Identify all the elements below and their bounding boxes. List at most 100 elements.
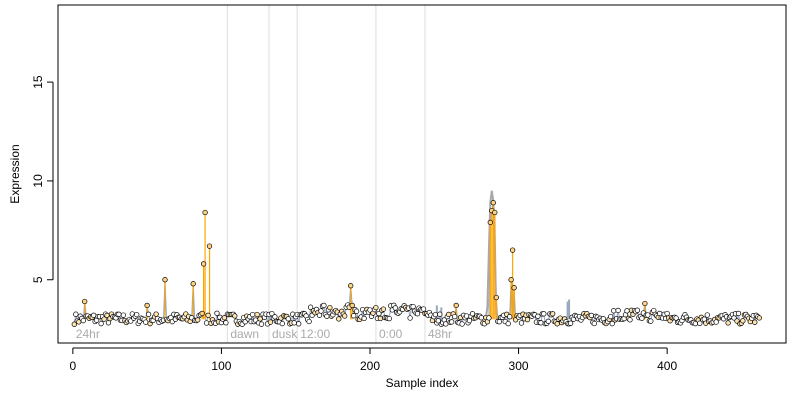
data-point <box>505 320 511 327</box>
outlier-point <box>200 261 207 267</box>
data-point <box>410 303 416 310</box>
data-point <box>432 311 439 318</box>
data-point <box>437 311 443 317</box>
data-point <box>98 320 104 327</box>
x-tick-label: 200 <box>360 359 380 373</box>
data-point <box>469 311 476 317</box>
data-point <box>134 311 140 318</box>
data-point <box>420 306 427 312</box>
data-point <box>645 312 651 318</box>
y-tick-label: 15 <box>31 75 45 89</box>
data-point <box>291 320 297 326</box>
data-point <box>296 321 302 327</box>
outlier-point <box>206 243 213 249</box>
data-point <box>740 318 746 324</box>
data-point <box>407 315 413 321</box>
data-point <box>624 308 630 314</box>
data-point <box>545 318 551 324</box>
data-point <box>73 311 79 317</box>
data-point <box>639 315 645 321</box>
data-point <box>307 304 314 310</box>
data-point <box>496 319 502 325</box>
data-point <box>752 319 758 325</box>
data-point <box>203 320 210 326</box>
data-point <box>153 311 159 317</box>
data-point <box>588 312 595 319</box>
outlier-point <box>511 285 517 291</box>
data-point <box>143 319 149 325</box>
time-marker-labels: dawn dusk 12:00 0:00 48hr 24hr <box>76 327 452 341</box>
outlier-point <box>202 209 208 216</box>
data-point <box>634 307 641 313</box>
data-point <box>648 318 654 324</box>
data-point <box>272 314 278 320</box>
data-point <box>205 312 211 318</box>
outlier-point <box>190 281 196 287</box>
data-point <box>459 321 465 327</box>
data-point <box>267 319 274 325</box>
outlier-point <box>453 302 459 309</box>
data-point <box>120 312 127 318</box>
y-tick-label: 10 <box>31 174 45 188</box>
corner-time-label: 24hr <box>76 327 100 341</box>
x-tick-label: 300 <box>509 359 529 373</box>
data-point <box>414 311 421 317</box>
outlier-point <box>492 209 498 216</box>
outlier-point <box>508 277 514 283</box>
data-point <box>704 312 710 318</box>
data-point <box>321 302 327 309</box>
data-point <box>507 314 513 320</box>
outlier-point <box>509 247 516 253</box>
data-point <box>279 320 285 327</box>
x-tick-label: 100 <box>211 359 231 373</box>
data-point <box>518 320 525 326</box>
outlier-point <box>144 302 150 309</box>
data-point <box>254 311 260 318</box>
data-point <box>380 306 387 312</box>
data-point <box>351 313 357 319</box>
outlier-point <box>349 302 355 309</box>
data-point <box>258 321 265 327</box>
data-point <box>697 320 703 326</box>
y-axis-title: Expression <box>8 144 22 203</box>
outlier-point <box>162 277 168 283</box>
data-point <box>615 307 621 314</box>
data-point <box>145 311 152 317</box>
outlier-point <box>493 294 499 301</box>
data-point <box>608 313 614 320</box>
data-point <box>591 320 597 327</box>
data-point <box>443 321 449 327</box>
axes: 0 100 200 300 400 5 10 15 <box>31 75 677 373</box>
data-point <box>361 315 367 322</box>
data-point <box>91 312 97 318</box>
data-point <box>713 319 719 325</box>
data-point <box>538 320 544 326</box>
data-point <box>535 313 541 319</box>
data-point <box>756 315 762 321</box>
data-point <box>195 317 201 323</box>
time-marker-label: 0:00 <box>379 327 403 341</box>
data-point <box>611 308 617 314</box>
data-point <box>392 305 398 311</box>
plot-frame <box>57 4 787 344</box>
data-point <box>664 310 670 317</box>
data-point <box>324 313 330 319</box>
data-point <box>327 304 333 311</box>
data-point <box>257 316 263 322</box>
outlier-point <box>82 298 88 305</box>
data-point <box>463 313 470 319</box>
time-marker-label: 12:00 <box>300 327 330 341</box>
data-point <box>285 316 291 322</box>
data-point <box>735 310 742 317</box>
data-point <box>353 308 360 314</box>
data-point <box>550 311 556 317</box>
plot-border <box>57 4 787 344</box>
data-point <box>541 311 547 317</box>
data-point <box>386 315 392 322</box>
data-point <box>232 313 238 319</box>
x-tick-label: 0 <box>70 359 77 373</box>
x-tick-label: 400 <box>657 359 677 373</box>
data-point <box>377 315 384 322</box>
data-point <box>452 313 458 320</box>
